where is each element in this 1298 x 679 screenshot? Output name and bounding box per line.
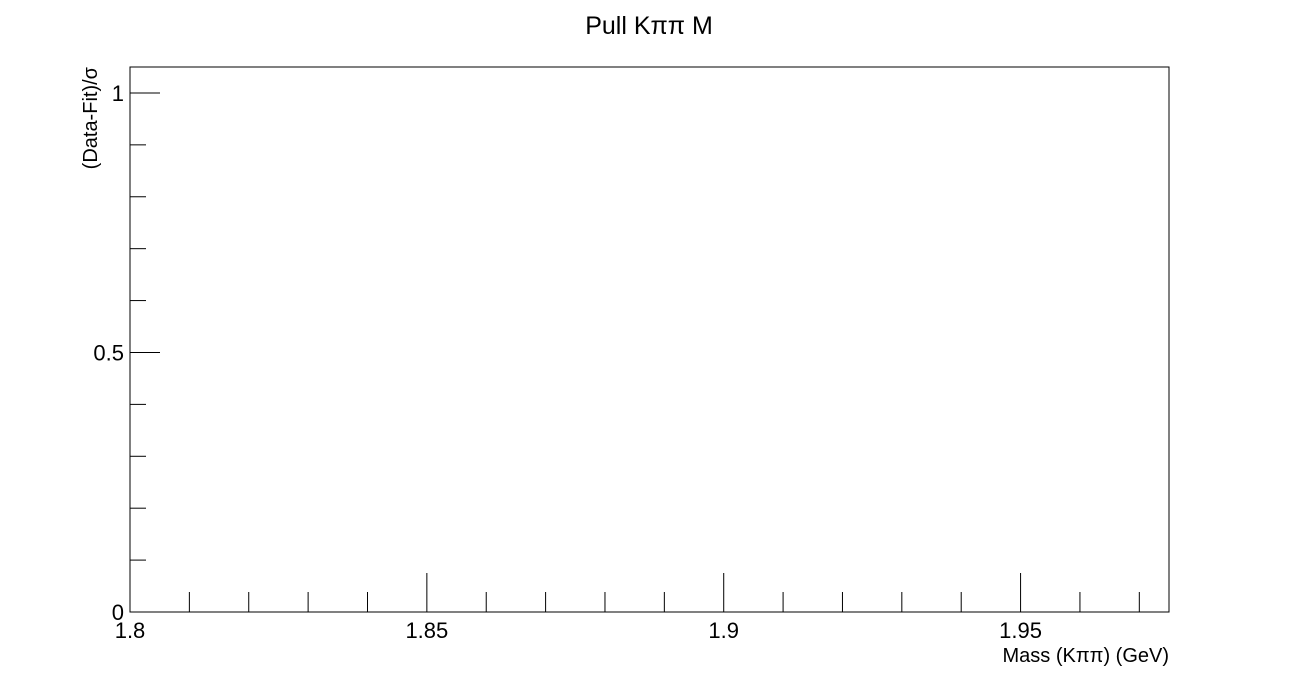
y-tick-label: 0.5 xyxy=(93,340,124,365)
y-tick-label: 1 xyxy=(112,81,124,106)
y-tick-label: 0 xyxy=(112,600,124,625)
x-axis-title: Mass (Kππ) (GeV) xyxy=(1003,645,1170,667)
x-tick-label: 1.9 xyxy=(708,618,739,643)
x-axis-ticks xyxy=(129,573,1140,612)
x-tick-label: 1.95 xyxy=(999,618,1042,643)
x-axis-tick-labels: 1.8 1.85 1.9 1.95 xyxy=(115,618,1042,643)
x-tick-label: 1.8 xyxy=(115,618,146,643)
y-axis-title: (Data-Fit)/σ xyxy=(80,66,102,169)
x-tick-label: 1.85 xyxy=(405,618,448,643)
plot-frame xyxy=(129,66,1170,613)
chart-title: Pull Kππ M xyxy=(585,12,713,40)
y-axis-tick-labels: 00.51 xyxy=(93,81,124,625)
y-axis-ticks xyxy=(130,92,160,613)
